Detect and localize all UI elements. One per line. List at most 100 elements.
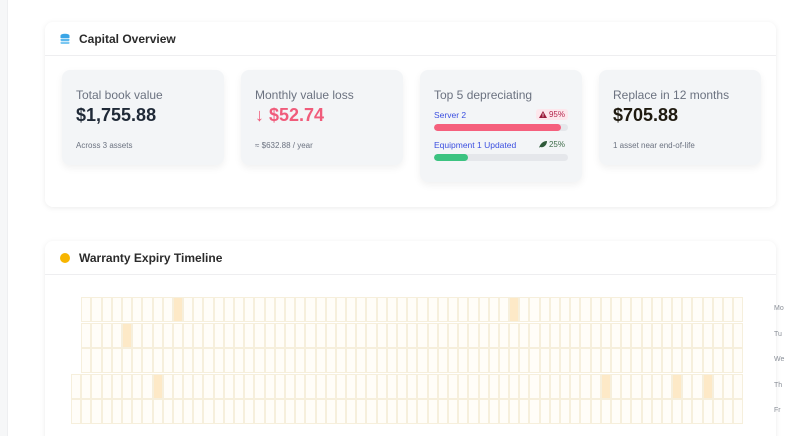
heatmap-cell[interactable] — [183, 348, 194, 374]
heatmap-cell[interactable] — [284, 297, 296, 322]
heatmap-cell[interactable] — [81, 322, 92, 348]
heatmap-cell[interactable] — [295, 297, 306, 322]
heatmap-cell[interactable] — [661, 297, 673, 322]
heatmap-cell[interactable] — [447, 297, 459, 322]
heatmap-cell[interactable] — [244, 297, 255, 322]
heatmap-cell[interactable] — [519, 348, 530, 374]
heatmap-cell[interactable] — [183, 399, 194, 425]
heatmap-cell[interactable] — [264, 399, 275, 425]
heatmap-cell[interactable] — [529, 373, 540, 399]
heatmap-cell[interactable] — [386, 399, 397, 425]
heatmap-cell[interactable] — [417, 399, 428, 425]
heatmap-cell[interactable] — [223, 322, 234, 348]
heatmap-cell[interactable] — [509, 322, 520, 348]
heatmap-cell[interactable] — [580, 322, 591, 348]
heatmap-cell[interactable] — [81, 297, 92, 322]
heatmap-cell[interactable] — [560, 373, 571, 399]
heatmap-cell[interactable] — [427, 297, 438, 322]
heatmap-cell[interactable] — [386, 348, 397, 374]
heatmap-cell[interactable] — [458, 373, 469, 399]
heatmap-cell[interactable] — [101, 322, 112, 348]
heatmap-cell[interactable] — [397, 399, 408, 425]
heatmap-cell-expiry[interactable] — [600, 373, 611, 399]
heatmap-cell[interactable] — [590, 297, 601, 322]
heatmap-cell[interactable] — [427, 322, 438, 348]
heatmap-cell[interactable] — [447, 348, 459, 374]
heatmap-cell[interactable] — [478, 297, 489, 322]
heatmap-cell[interactable] — [509, 399, 520, 425]
heatmap-cell[interactable] — [234, 373, 245, 399]
heatmap-cell[interactable] — [580, 373, 591, 399]
heatmap-cell[interactable] — [183, 373, 194, 399]
heatmap-cell[interactable] — [325, 297, 336, 322]
heatmap-cell[interactable] — [458, 297, 469, 322]
heatmap-cell[interactable] — [274, 348, 285, 374]
heatmap-cell[interactable] — [193, 297, 204, 322]
heatmap-cell[interactable] — [203, 399, 214, 425]
heatmap-cell[interactable] — [672, 348, 683, 374]
heatmap-cell[interactable] — [376, 348, 387, 374]
heatmap-cell[interactable] — [590, 348, 601, 374]
heatmap-cell[interactable] — [478, 322, 489, 348]
heatmap-cell[interactable] — [223, 399, 234, 425]
heatmap-cell[interactable] — [183, 297, 194, 322]
heatmap-cell[interactable] — [733, 399, 744, 425]
heatmap-cell[interactable] — [661, 322, 673, 348]
heatmap-cell[interactable] — [539, 297, 550, 322]
heatmap-cell[interactable] — [641, 399, 652, 425]
heatmap-cell[interactable] — [356, 348, 367, 374]
heatmap-cell[interactable] — [223, 297, 234, 322]
heatmap-cell[interactable] — [213, 322, 224, 348]
heatmap-cell[interactable] — [335, 322, 347, 348]
heatmap-cell[interactable] — [468, 297, 479, 322]
heatmap-cell[interactable] — [672, 297, 683, 322]
heatmap-cell[interactable] — [366, 297, 377, 322]
heatmap-cell[interactable] — [712, 348, 723, 374]
heatmap-cell[interactable] — [631, 348, 642, 374]
heatmap-cell[interactable] — [91, 399, 102, 425]
heatmap-cell[interactable] — [162, 348, 173, 374]
heatmap-cell[interactable] — [356, 399, 367, 425]
heatmap-cell[interactable] — [468, 399, 479, 425]
heatmap-cell[interactable] — [672, 399, 683, 425]
heatmap-cell[interactable] — [234, 297, 245, 322]
heatmap-cell[interactable] — [162, 322, 173, 348]
heatmap-cell[interactable] — [417, 348, 428, 374]
heatmap-cell[interactable] — [152, 297, 163, 322]
heatmap-cell[interactable] — [498, 297, 510, 322]
heatmap-cell[interactable] — [447, 399, 459, 425]
heatmap-cell[interactable] — [111, 322, 122, 348]
heatmap-cell[interactable] — [733, 348, 744, 374]
heatmap-cell[interactable] — [356, 373, 367, 399]
heatmap-cell[interactable] — [539, 399, 550, 425]
heatmap-cell[interactable] — [437, 399, 448, 425]
heatmap-cell[interactable] — [723, 348, 734, 374]
heatmap-cell[interactable] — [610, 297, 622, 322]
heatmap-cell[interactable] — [610, 348, 622, 374]
heatmap-cell[interactable] — [651, 373, 662, 399]
heatmap-cell[interactable] — [407, 322, 418, 348]
heatmap-cell[interactable] — [733, 297, 744, 322]
heatmap-cell[interactable] — [397, 322, 408, 348]
heatmap-cell[interactable] — [631, 399, 642, 425]
heatmap-cell[interactable] — [549, 399, 560, 425]
heatmap-cell[interactable] — [427, 348, 438, 374]
heatmap-cell[interactable] — [570, 399, 581, 425]
heatmap-cell[interactable] — [488, 399, 499, 425]
heatmap-cell[interactable] — [121, 348, 133, 374]
heatmap-cell[interactable] — [274, 399, 285, 425]
heatmap-cell[interactable] — [132, 399, 143, 425]
heatmap-cell[interactable] — [91, 322, 102, 348]
heatmap-cell[interactable] — [121, 373, 133, 399]
heatmap-cell[interactable] — [570, 297, 581, 322]
heatmap-cell[interactable] — [295, 348, 306, 374]
heatmap-cell[interactable] — [152, 399, 163, 425]
heatmap-cell[interactable] — [621, 322, 632, 348]
heatmap-cell[interactable] — [152, 322, 163, 348]
heatmap-cell[interactable] — [274, 322, 285, 348]
heatmap-cell[interactable] — [152, 348, 163, 374]
heatmap-cell[interactable] — [254, 373, 265, 399]
heatmap-cell[interactable] — [641, 297, 652, 322]
heatmap-cell[interactable] — [325, 399, 336, 425]
heatmap-cell[interactable] — [193, 348, 204, 374]
